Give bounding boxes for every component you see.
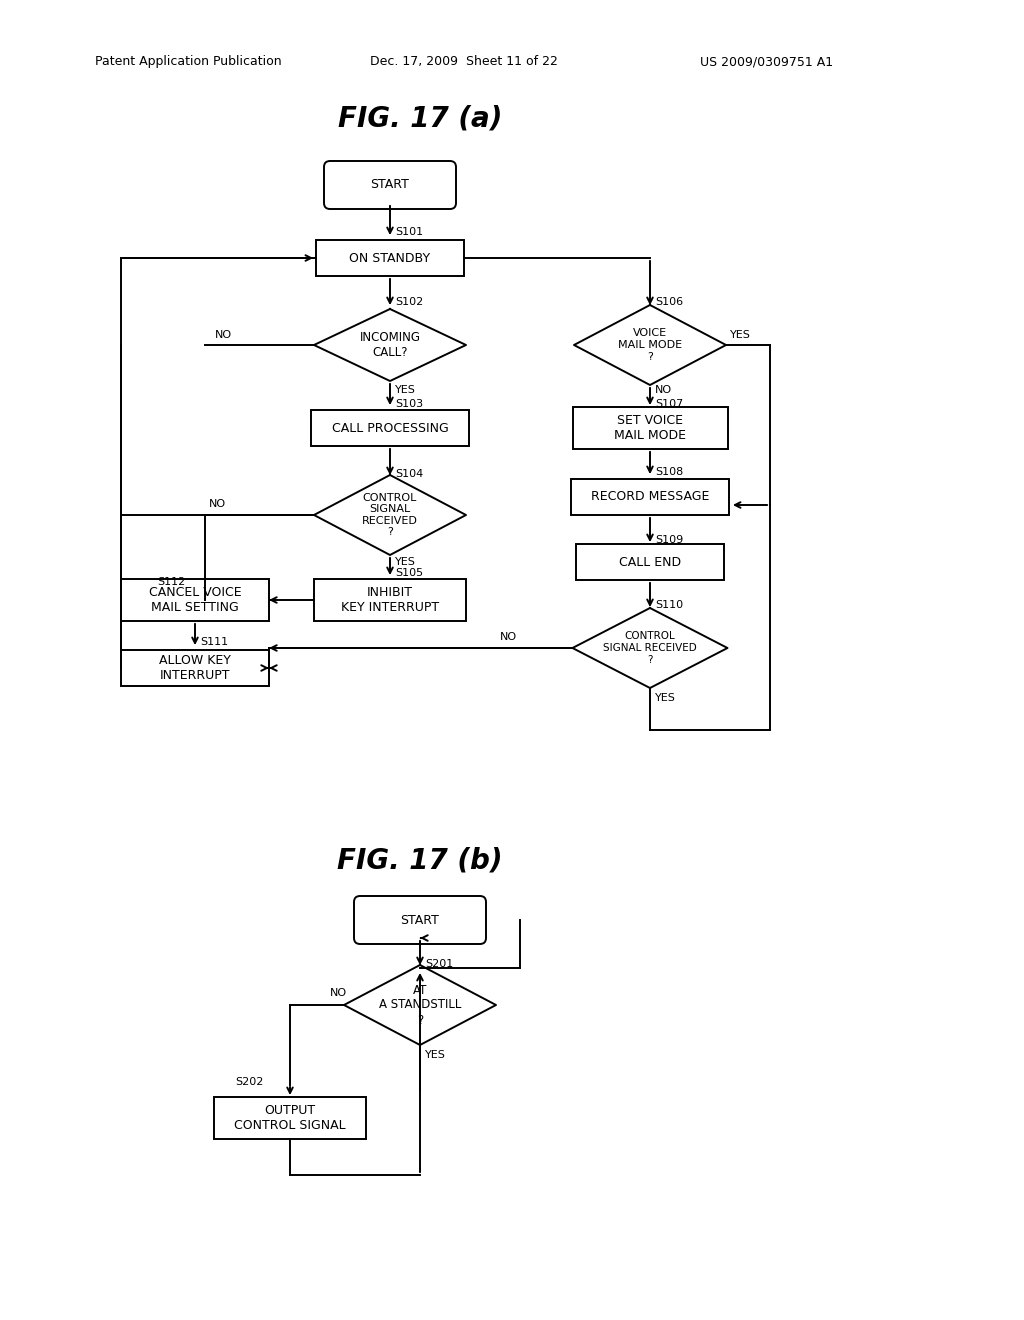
Text: FIG. 17 (b): FIG. 17 (b) xyxy=(337,846,503,874)
Text: YES: YES xyxy=(425,1049,445,1060)
FancyBboxPatch shape xyxy=(314,579,466,620)
Text: YES: YES xyxy=(730,330,751,341)
Text: YES: YES xyxy=(655,693,676,704)
Text: INHIBIT
KEY INTERRUPT: INHIBIT KEY INTERRUPT xyxy=(341,586,439,614)
Text: INCOMING
CALL?: INCOMING CALL? xyxy=(359,331,421,359)
FancyBboxPatch shape xyxy=(214,1097,366,1139)
Text: S101: S101 xyxy=(395,227,423,238)
Text: US 2009/0309751 A1: US 2009/0309751 A1 xyxy=(700,55,834,69)
Polygon shape xyxy=(314,309,466,381)
Text: S108: S108 xyxy=(655,467,683,477)
Text: S102: S102 xyxy=(395,297,423,308)
FancyBboxPatch shape xyxy=(316,240,464,276)
Text: ON STANDBY: ON STANDBY xyxy=(349,252,430,264)
Text: Dec. 17, 2009  Sheet 11 of 22: Dec. 17, 2009 Sheet 11 of 22 xyxy=(370,55,558,69)
Text: ALLOW KEY
INTERRUPT: ALLOW KEY INTERRUPT xyxy=(159,653,231,682)
Polygon shape xyxy=(314,475,466,554)
Text: S106: S106 xyxy=(655,297,683,308)
Text: START: START xyxy=(400,913,439,927)
Text: S109: S109 xyxy=(655,535,683,545)
Text: YES: YES xyxy=(395,557,416,568)
Text: YES: YES xyxy=(395,385,416,395)
Text: OUTPUT
CONTROL SIGNAL: OUTPUT CONTROL SIGNAL xyxy=(234,1104,346,1133)
Text: S103: S103 xyxy=(395,399,423,409)
Text: NO: NO xyxy=(655,385,672,395)
Text: NO: NO xyxy=(330,987,347,998)
Text: NO: NO xyxy=(215,330,232,341)
Text: RECORD MESSAGE: RECORD MESSAGE xyxy=(591,491,710,503)
Text: AT
A STANDSTILL
?: AT A STANDSTILL ? xyxy=(379,983,461,1027)
Text: VOICE
MAIL MODE
?: VOICE MAIL MODE ? xyxy=(617,329,682,362)
Text: S112: S112 xyxy=(157,577,185,587)
Text: S104: S104 xyxy=(395,469,423,479)
Text: S202: S202 xyxy=(234,1077,263,1086)
Text: START: START xyxy=(371,178,410,191)
FancyBboxPatch shape xyxy=(572,407,727,449)
Text: CANCEL VOICE
MAIL SETTING: CANCEL VOICE MAIL SETTING xyxy=(148,586,242,614)
FancyBboxPatch shape xyxy=(571,479,729,515)
Text: CONTROL
SIGNAL RECEIVED
?: CONTROL SIGNAL RECEIVED ? xyxy=(603,631,697,664)
Polygon shape xyxy=(574,305,726,385)
Text: NO: NO xyxy=(500,632,517,642)
Text: Patent Application Publication: Patent Application Publication xyxy=(95,55,282,69)
Text: FIG. 17 (a): FIG. 17 (a) xyxy=(338,104,502,132)
FancyBboxPatch shape xyxy=(354,896,486,944)
FancyBboxPatch shape xyxy=(324,161,456,209)
Text: S201: S201 xyxy=(425,960,454,969)
Text: S107: S107 xyxy=(655,399,683,409)
Polygon shape xyxy=(344,965,496,1045)
Text: CONTROL
SIGNAL
RECEIVED
?: CONTROL SIGNAL RECEIVED ? xyxy=(362,492,418,537)
Text: NO: NO xyxy=(209,499,226,510)
Text: CALL PROCESSING: CALL PROCESSING xyxy=(332,421,449,434)
FancyBboxPatch shape xyxy=(575,544,724,579)
FancyBboxPatch shape xyxy=(311,411,469,446)
Text: CALL END: CALL END xyxy=(618,556,681,569)
Text: S105: S105 xyxy=(395,568,423,578)
Text: S110: S110 xyxy=(655,601,683,610)
FancyBboxPatch shape xyxy=(121,649,269,686)
Text: SET VOICE
MAIL MODE: SET VOICE MAIL MODE xyxy=(614,414,686,442)
Text: S111: S111 xyxy=(200,638,228,647)
Polygon shape xyxy=(572,609,727,688)
FancyBboxPatch shape xyxy=(121,579,269,620)
